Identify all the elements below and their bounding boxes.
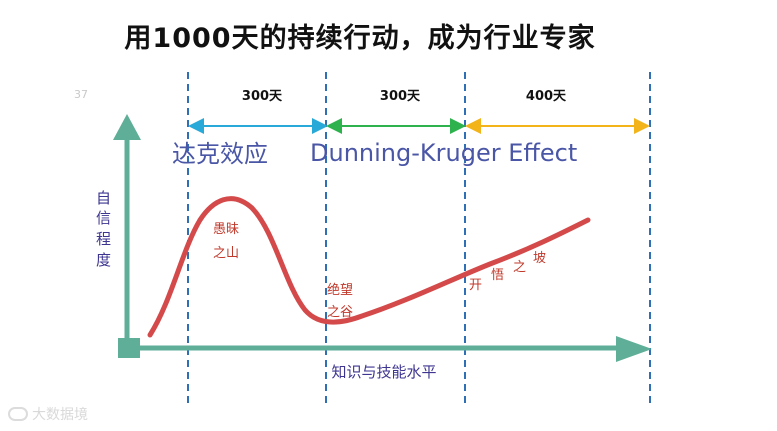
page-number: 37 [74, 88, 88, 101]
slope-label-4: 坡 [533, 251, 546, 266]
valley-label-line1: 绝望 [327, 282, 353, 298]
slope-label-1: 开 [469, 278, 482, 293]
watermark-logo-icon [8, 407, 28, 421]
y-axis-arrowhead [113, 114, 141, 140]
segment-label-2: 300天 [380, 89, 421, 104]
slope-label-3: 之 [513, 260, 526, 275]
peak-label-line1: 愚昧 [213, 222, 239, 237]
slope-label-2: 悟 [491, 268, 504, 283]
x-axis-arrowhead [616, 336, 652, 362]
peak-label-line2: 之山 [213, 246, 239, 261]
effect-title-en: Dunning-Kruger Effect [310, 139, 577, 167]
dunning-kruger-curve [147, 196, 591, 338]
effect-title-cn: 达克效应 [172, 140, 268, 168]
valley-label-line2: 之谷 [327, 305, 353, 320]
watermark-text: 大数据境 [32, 407, 88, 423]
y-axis-label-2: 信 [96, 209, 111, 227]
segment-label-1: 300天 [242, 89, 283, 104]
y-axis-label-1: 自 [96, 189, 111, 207]
y-axis-label-3: 程 [96, 230, 111, 248]
segment-label-3: 400天 [526, 89, 567, 104]
watermark: 大数据境 [8, 404, 88, 424]
axis-origin-block [118, 338, 140, 358]
y-axis-label-4: 度 [96, 251, 111, 269]
x-axis-label: 知识与技能水平 [331, 363, 436, 381]
page-title: 用1000天的持续行动，成为行业专家 [124, 23, 596, 54]
